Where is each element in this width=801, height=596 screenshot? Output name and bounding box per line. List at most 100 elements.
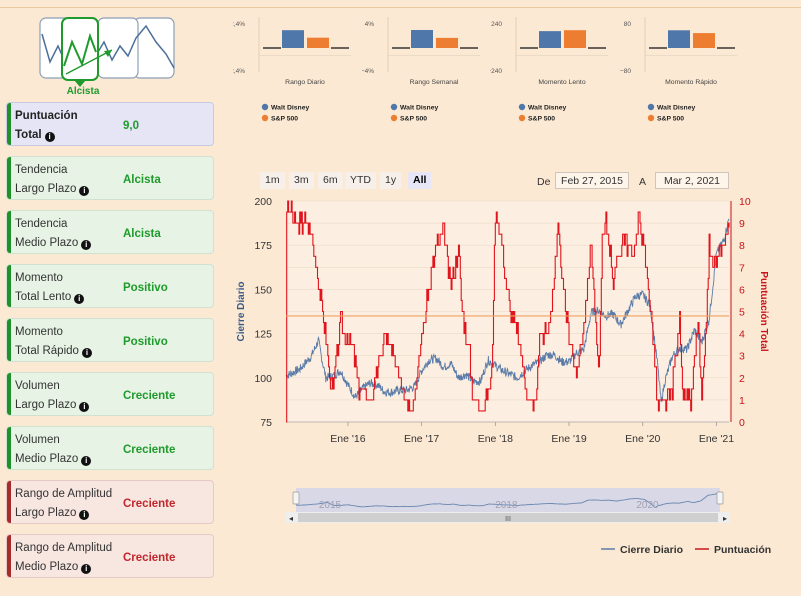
- card-title-line2: Total i: [15, 129, 55, 142]
- bar-sp500: [436, 37, 458, 48]
- card-mid-term-range[interactable]: Rango de Amplitud Medio Plazo i Creciente: [6, 534, 214, 578]
- scrollbar-grip: III: [505, 516, 511, 523]
- legend-label-walt-disney: Walt Disney: [400, 105, 438, 112]
- navigator-series: [295, 491, 721, 509]
- trend-logo: [39, 17, 175, 87]
- card-title-line2: Largo Plazo i: [15, 183, 90, 196]
- left-tick-label: 150: [254, 284, 272, 296]
- card-long-term-range[interactable]: Rango de Amplitud Largo Plazo i Creciente: [6, 480, 214, 524]
- x-tick-label: Ene '20: [625, 433, 660, 445]
- right-tick-label: 0: [739, 417, 745, 429]
- bar-sp500: [564, 30, 586, 48]
- right-tick-label: 8: [739, 240, 745, 252]
- info-icon[interactable]: i: [74, 294, 85, 304]
- mini-chart-title: Rango Semanal: [410, 79, 459, 86]
- mini-chart-slow-momentum: 240 −240 Momento Lento Walt Disney S&P 500: [490, 17, 608, 123]
- right-tick-label: 6: [739, 284, 745, 296]
- date-from-input[interactable]: Feb 27, 2015: [555, 172, 629, 189]
- tick-label-bottom: −240: [490, 68, 502, 75]
- card-long-term-volume[interactable]: Volumen Largo Plazo i Creciente: [6, 372, 214, 416]
- right-tick-label: 7: [739, 262, 745, 274]
- card-total-score[interactable]: Puntuación Total i 9,0: [6, 102, 214, 146]
- mini-chart-daily-range: 2,4% −2,4% Rango Diario Walt Disney S&P 500: [233, 17, 351, 123]
- card-mid-term-volume[interactable]: Volumen Medio Plazo i Creciente: [6, 426, 214, 470]
- navigator-selection: [296, 488, 720, 512]
- right-tick-label: 9: [739, 218, 745, 230]
- bar-walt-disney: [668, 30, 690, 48]
- card-fast-momentum[interactable]: Momento Total Rápido i Positivo: [6, 318, 214, 362]
- legend-marker-sp500: [647, 114, 655, 122]
- card-accent-bar: [7, 157, 11, 199]
- x-tick-label: Ene '18: [478, 433, 513, 445]
- x-tick-label: Ene '16: [330, 433, 365, 445]
- bar-walt-disney: [282, 30, 304, 48]
- info-icon[interactable]: i: [79, 402, 90, 412]
- legend-marker-walt-disney: [261, 103, 269, 111]
- left-tick-label: 75: [260, 417, 272, 429]
- scrollbar-right-arrow: ▸: [723, 514, 727, 523]
- legend-label-sp500: S&P 500: [271, 116, 298, 123]
- info-icon[interactable]: i: [44, 132, 55, 142]
- card-accent-bar: [7, 319, 11, 361]
- logo-green-line: [63, 32, 97, 67]
- range-button-6m[interactable]: 6m: [318, 172, 343, 189]
- card-title-line1: Rango de Amplitud: [15, 488, 113, 500]
- right-tick-label: 1: [739, 395, 745, 407]
- info-icon[interactable]: i: [79, 186, 90, 196]
- mini-chart-fast-momentum: 80 −80 Momento Rápido Walt Disney S&P 500: [620, 17, 737, 123]
- range-button-1y[interactable]: 1y: [380, 172, 402, 189]
- left-tick-label: 200: [254, 196, 272, 208]
- card-accent-bar: [7, 103, 11, 145]
- bar-walt-disney: [539, 31, 561, 48]
- trend-label: Alcista: [66, 86, 100, 97]
- card-title-line1: Volumen: [15, 380, 60, 392]
- card-mid-term-trend[interactable]: Tendencia Medio Plazo i Alcista: [6, 210, 214, 254]
- info-icon[interactable]: i: [81, 456, 92, 466]
- legend-label-walt-disney: Walt Disney: [657, 105, 695, 112]
- info-icon[interactable]: i: [79, 510, 90, 520]
- range-button-1m[interactable]: 1m: [260, 172, 285, 189]
- x-tick-label: Ene '17: [404, 433, 439, 445]
- logo-pointer: [74, 80, 86, 87]
- logo-arrow-head: [104, 50, 112, 57]
- info-icon[interactable]: i: [81, 564, 92, 574]
- left-tick-label: 175: [254, 240, 272, 252]
- range-button-3m[interactable]: 3m: [289, 172, 314, 189]
- legend-marker-walt-disney: [390, 103, 398, 111]
- legend-marker-sp500: [261, 114, 269, 122]
- navigator-year-label: 2020: [636, 500, 659, 511]
- legend-label-cierre-diario: Cierre Diario: [620, 544, 683, 556]
- navigator-year-label: 2015: [319, 500, 342, 511]
- legend-marker-sp500: [390, 114, 398, 122]
- card-title-line1: Puntuación: [15, 110, 78, 122]
- navigator-handle-right: [716, 491, 724, 505]
- legend-label-sp500: S&P 500: [528, 116, 555, 123]
- bar-sp500: [693, 33, 715, 48]
- right-tick-label: 2: [739, 373, 745, 385]
- scrollbar-left-arrow: ◂: [289, 514, 293, 523]
- card-title-line2: Largo Plazo i: [15, 507, 90, 520]
- card-long-term-trend[interactable]: Tendencia Largo Plazo i Alcista: [6, 156, 214, 200]
- date-to-label: A: [639, 176, 647, 188]
- legend-marker-walt-disney: [647, 103, 655, 111]
- info-icon[interactable]: i: [81, 240, 92, 250]
- card-title-line1: Tendencia: [15, 164, 68, 176]
- card-value: Creciente: [123, 552, 176, 564]
- card-title-line1: Momento: [15, 272, 63, 284]
- tick-label-top: 80: [624, 21, 632, 28]
- card-value: Alcista: [123, 174, 161, 186]
- card-value: Positivo: [123, 336, 168, 348]
- card-value: Positivo: [123, 282, 168, 294]
- info-icon[interactable]: i: [81, 348, 92, 358]
- range-button-ytd[interactable]: YTD: [345, 172, 376, 189]
- left-tick-label: 125: [254, 329, 272, 341]
- tick-label-top: 4%: [365, 21, 375, 28]
- date-to-input[interactable]: Mar 2, 2021: [655, 172, 729, 189]
- card-slow-momentum[interactable]: Momento Total Lento i Positivo: [6, 264, 214, 308]
- card-accent-bar: [7, 265, 11, 307]
- range-button-all[interactable]: All: [408, 172, 432, 189]
- legend-label-sp500: S&P 500: [657, 116, 684, 123]
- card-title-line2: Medio Plazo i: [15, 561, 92, 574]
- scrollbar-thumb: [298, 513, 718, 522]
